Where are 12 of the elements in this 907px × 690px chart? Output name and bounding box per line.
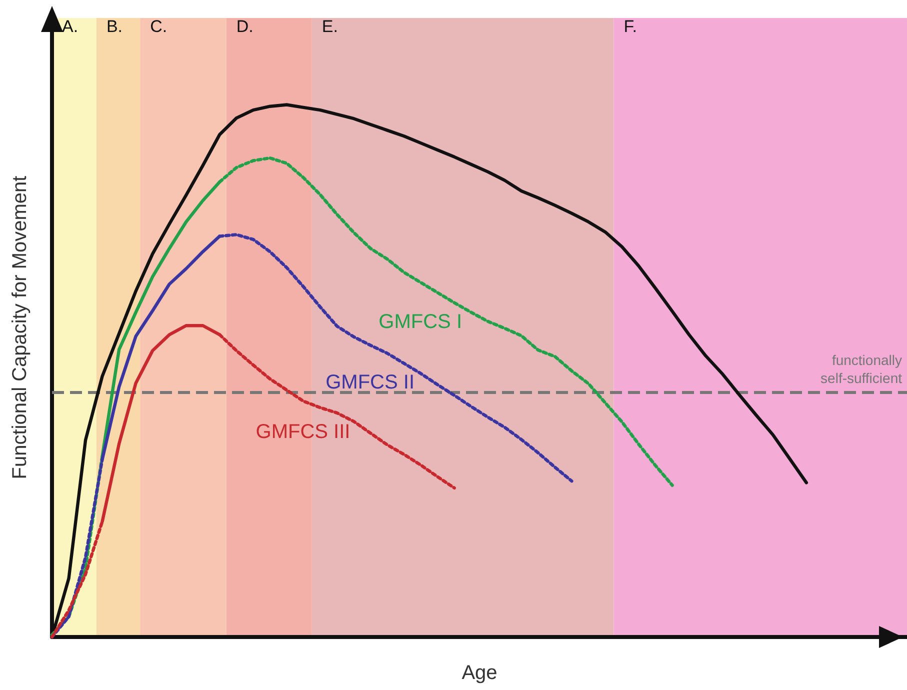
- text: A.: [62, 17, 78, 36]
- series-label: GMFCS III: [256, 420, 350, 443]
- x-axis-title: Age: [462, 662, 498, 684]
- text: F.: [624, 17, 637, 36]
- y-axis-title: Functional Capacity for Movement: [9, 175, 31, 480]
- series-label: GMFCS II: [326, 371, 415, 394]
- text: E.: [322, 17, 338, 36]
- text: D.: [236, 17, 254, 36]
- series-label: GMFCS I: [378, 310, 462, 333]
- text: B.: [106, 17, 123, 36]
- ref-line-label: functionally self-sufficient: [820, 352, 902, 386]
- text: C.: [150, 17, 168, 36]
